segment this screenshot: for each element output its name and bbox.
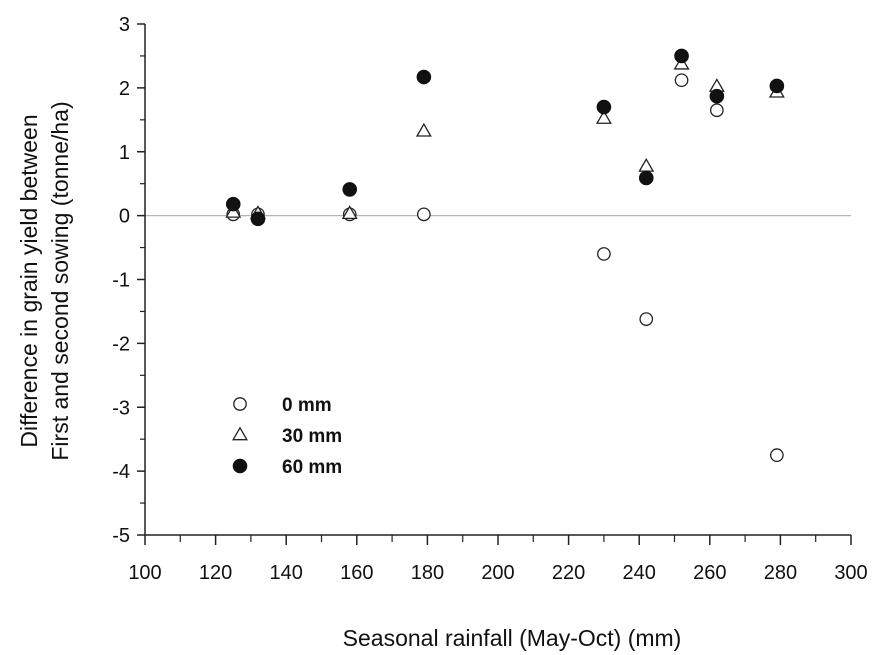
point-0-mm (417, 207, 431, 222)
point-60-mm (416, 69, 432, 85)
point-0-mm (710, 103, 724, 118)
x-tick-label: 120 (199, 562, 232, 584)
y-tick-label: -1 (112, 270, 130, 292)
point-0-mm (639, 312, 654, 326)
point-30-mm (415, 122, 432, 137)
axes: 3 2 1 0 -1 -2 -3 -4 -5 100 120 140 160 180 200 220 240 26… (112, 14, 867, 584)
point-0-mm (674, 73, 689, 88)
point-30-mm (638, 157, 655, 172)
point-30-mm (341, 205, 358, 220)
y-tick-label: -4 (112, 461, 130, 483)
x-tick-label: 300 (834, 562, 867, 584)
legend-label-60-mm: 60 mm (282, 457, 342, 478)
x-tick-label: 200 (481, 562, 514, 584)
x-tick-label: 100 (128, 562, 161, 584)
point-60-mm (342, 182, 358, 197)
y-tick-label: -5 (112, 525, 130, 547)
y-tick-label: 3 (119, 14, 130, 36)
y-tick-label: -3 (112, 397, 130, 419)
point-60-mm (250, 211, 266, 227)
y-axis-title-line-2: First and second sowing (tonne/ha) (47, 101, 73, 460)
legend-marker-30-mm (232, 426, 248, 441)
point-60-mm (596, 99, 612, 115)
point-30-mm (595, 110, 612, 124)
x-axis-title: Seasonal rainfall (May-Oct) (mm) (343, 625, 682, 651)
legend-marker-60-mm (232, 458, 248, 474)
y-tick-label: 1 (119, 142, 130, 164)
x-tick-label: 160 (340, 562, 373, 584)
x-tick-label: 220 (552, 562, 585, 584)
legend-marker-0-mm (233, 397, 247, 411)
y-tick-label: 0 (119, 206, 130, 228)
legend-label-30-mm: 30 mm (282, 426, 342, 447)
x-tick-label: 140 (270, 562, 303, 584)
legend: 0 mm 30 mm 60 mm (232, 395, 342, 478)
y-tick-label: -2 (112, 333, 130, 355)
point-60-mm (225, 196, 241, 212)
y-axis-title-line-1: Difference in grain yield between (16, 114, 42, 447)
y-tick-label: 2 (119, 78, 130, 100)
point-60-mm (709, 88, 725, 104)
data-points (225, 48, 785, 463)
point-0-mm (597, 247, 611, 261)
point-60-mm (769, 78, 785, 94)
point-0-mm (770, 448, 784, 463)
point-60-mm (638, 170, 654, 186)
point-60-mm (674, 48, 689, 64)
x-tick-label: 260 (693, 562, 726, 584)
x-tick-label: 180 (411, 562, 444, 584)
x-tick-label: 240 (623, 562, 656, 584)
x-tick-label: 280 (764, 562, 797, 584)
legend-label-0-mm: 0 mm (282, 395, 332, 416)
